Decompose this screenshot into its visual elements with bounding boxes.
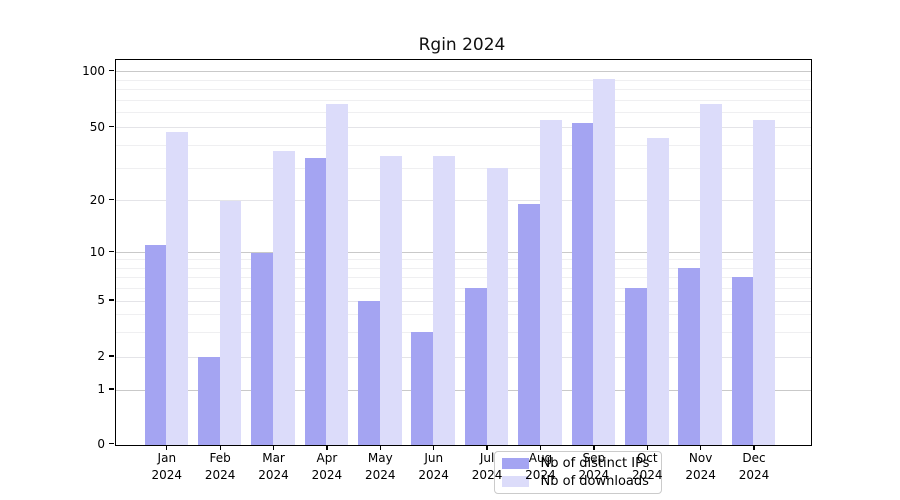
- x-tick-mark-apr: [326, 445, 328, 451]
- bar-downloads-jun: [433, 155, 455, 445]
- bar-ips-mar: [251, 252, 274, 445]
- gridline-60: [115, 112, 811, 114]
- gridline-6: [115, 287, 811, 289]
- y-tick-label-1: 1: [97, 382, 105, 396]
- y-tick-mark-10: [109, 250, 114, 253]
- x-tick-mark-sep: [593, 445, 595, 451]
- y-tick-mark-0: [109, 442, 114, 445]
- gridline-8: [115, 267, 811, 269]
- bar-downloads-apr: [326, 103, 349, 445]
- bar-downloads-nov: [700, 103, 722, 445]
- y-tick-mark-20: [109, 198, 114, 201]
- x-tick-label-oct: Oct 2024: [631, 451, 663, 482]
- gridline-7: [115, 276, 811, 278]
- legend: Nb of distinct IPs Nb of downloads: [493, 451, 662, 494]
- x-tick-mark-nov: [700, 445, 702, 451]
- bar-downloads-dec: [753, 119, 776, 445]
- gridline-20: [115, 200, 811, 201]
- bar-ips-feb: [197, 357, 220, 445]
- x-tick-label-feb: Feb 2024: [204, 451, 236, 482]
- plot-area: Nb of distinct IPs Nb of downloads: [114, 58, 812, 494]
- bar-downloads-jan: [166, 132, 189, 445]
- x-tick-label-dec: Dec 2024: [738, 451, 770, 482]
- gridline-30: [115, 167, 811, 169]
- y-tick-label-10: 10: [89, 244, 105, 259]
- x-tick-label-apr: Apr 2024: [311, 451, 343, 482]
- bar-ips-jun: [411, 332, 434, 445]
- legend-label-downloads: Nb of downloads: [540, 474, 649, 490]
- bar-downloads-jul: [486, 168, 509, 445]
- bar-ips-apr: [304, 158, 327, 445]
- bar-ips-jul: [464, 288, 487, 445]
- y-tick-label-50: 50: [89, 119, 105, 134]
- x-tick-mark-mar: [272, 445, 275, 451]
- gridline-1: [115, 389, 811, 391]
- x-tick-mark-jan: [166, 445, 168, 451]
- legend-row-ips: Nb of distinct IPs: [501, 455, 661, 471]
- x-tick-label-nov: Nov 2024: [685, 451, 716, 482]
- gridline-70: [115, 99, 811, 101]
- gridline-50: [115, 127, 811, 128]
- x-tick-mark-jun: [433, 445, 435, 451]
- legend-swatch-downloads: [501, 476, 529, 488]
- bar-downloads-oct: [646, 137, 669, 445]
- x-tick-label-sep: Sep 2024: [578, 451, 610, 482]
- y-tick-label-20: 20: [89, 192, 105, 207]
- gridline-4: [115, 314, 811, 316]
- bar-ips-nov: [678, 268, 701, 445]
- x-tick-mark-aug: [539, 445, 542, 451]
- legend-row-downloads: Nb of downloads: [501, 474, 661, 490]
- gridline-90: [115, 79, 811, 81]
- x-tick-mark-feb: [219, 445, 221, 451]
- bar-ips-may: [358, 301, 380, 445]
- bar-downloads-sep: [593, 79, 616, 445]
- y-tick-mark-100: [109, 69, 114, 72]
- x-tick-mark-jul: [486, 445, 488, 451]
- gridline-80: [115, 89, 811, 91]
- gridline-40: [115, 144, 811, 146]
- y-tick-mark-5: [109, 299, 114, 301]
- x-tick-label-mar: Mar 2024: [258, 451, 289, 482]
- bar-ips-aug: [518, 204, 540, 445]
- gridline-5: [115, 300, 811, 302]
- bar-downloads-may: [379, 155, 402, 445]
- y-tick-label-2: 2: [97, 349, 105, 363]
- y-tick-label-5: 5: [97, 293, 105, 307]
- x-tick-label-jun: Jun 2024: [418, 451, 449, 482]
- gridline-3: [115, 331, 811, 333]
- y-tick-label-0: 0: [97, 436, 105, 451]
- gridline-2: [115, 356, 811, 358]
- bar-ips-sep: [571, 122, 594, 445]
- y-tick-mark-2: [109, 355, 114, 357]
- x-tick-mark-may: [379, 445, 382, 451]
- bar-downloads-feb: [219, 200, 242, 445]
- gridline-100: [115, 71, 811, 73]
- x-tick-label-aug: Aug 2024: [525, 451, 556, 482]
- x-tick-mark-oct: [646, 445, 648, 451]
- legend-label-ips: Nb of distinct IPs: [540, 455, 650, 471]
- gridline-9: [115, 259, 811, 261]
- x-tick-mark-dec: [753, 445, 755, 451]
- x-tick-label-may: May 2024: [365, 451, 396, 482]
- chart-title: Rgin 2024: [418, 35, 506, 55]
- legend-swatch-ips: [501, 457, 529, 469]
- bar-downloads-aug: [539, 119, 562, 445]
- y-tick-label-100: 100: [82, 63, 105, 78]
- y-tick-mark-1: [109, 388, 114, 390]
- bar-ips-jan: [144, 245, 167, 445]
- y-tick-mark-50: [109, 125, 114, 128]
- x-tick-label-jul: Jul 2024: [471, 451, 503, 482]
- bar-downloads-mar: [273, 151, 295, 445]
- x-tick-label-jan: Jan 2024: [151, 451, 183, 482]
- gridline-10: [115, 252, 811, 254]
- bar-ips-dec: [731, 277, 754, 445]
- bar-ips-oct: [624, 288, 647, 445]
